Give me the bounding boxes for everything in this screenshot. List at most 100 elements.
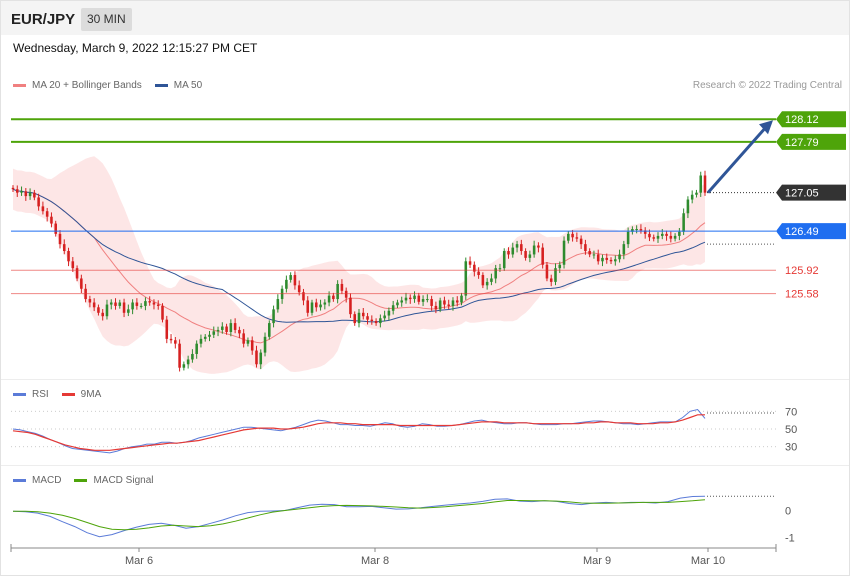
candle-body <box>105 304 109 317</box>
pane-divider <box>1 379 849 380</box>
candle-body <box>315 302 318 308</box>
ma20-swatch <box>13 84 26 87</box>
price-level-label: 127.05 <box>785 188 819 200</box>
candle-body <box>212 331 216 335</box>
candle-body <box>366 316 369 320</box>
price-level-label: 128.12 <box>785 114 819 126</box>
symbol-title: EUR/JPY <box>11 11 76 28</box>
price-level-tag <box>776 111 846 128</box>
candle-body <box>131 302 134 310</box>
candle-body <box>216 329 220 332</box>
macd-signal-legend-label: MACD Signal <box>93 475 154 486</box>
candle-body <box>199 338 203 344</box>
candle-body <box>67 251 70 262</box>
rsi-legend-label: RSI <box>32 389 49 400</box>
candle-body <box>455 300 459 303</box>
price-level-tag <box>776 223 846 240</box>
candle-body <box>361 312 365 317</box>
candle-body <box>306 300 310 313</box>
candle-body <box>118 302 122 306</box>
top-bar: EUR/JPY 30 MIN <box>1 1 849 35</box>
candle-body <box>50 216 53 224</box>
candle-body <box>203 336 207 339</box>
candle-body <box>549 278 553 282</box>
candle-body <box>387 310 391 316</box>
candle-body <box>250 340 254 351</box>
candle-body <box>618 254 621 260</box>
price-level-label: 125.58 <box>785 289 819 301</box>
candle-body <box>426 299 429 301</box>
candle-body <box>323 302 327 305</box>
candle-body <box>562 240 566 265</box>
candle-body <box>259 352 263 365</box>
macd-line <box>12 495 706 538</box>
candle-body <box>54 223 57 234</box>
candle-body <box>656 235 660 239</box>
candle-body <box>114 302 117 306</box>
macd-legend-label: MACD <box>32 475 62 486</box>
candle-body <box>477 271 480 276</box>
candle-body <box>396 302 399 306</box>
candle-body <box>507 251 510 255</box>
candle-body <box>584 244 587 252</box>
candle-body <box>622 244 626 255</box>
candle-body <box>626 231 630 245</box>
rsi-swatch <box>13 393 26 396</box>
candle-body <box>225 326 228 333</box>
candle-body <box>485 281 489 286</box>
pane-divider <box>1 465 849 466</box>
candle-body <box>276 299 280 310</box>
candle-body <box>45 211 49 217</box>
candle-body <box>101 312 104 317</box>
candle-body <box>515 244 519 248</box>
candle-body <box>242 333 245 344</box>
candle-body <box>109 302 113 305</box>
candle-body <box>695 192 698 195</box>
candle-body <box>451 300 455 306</box>
candle-body <box>88 299 92 303</box>
rsi-tick-label: 30 <box>785 442 797 454</box>
projection-arrow-head <box>759 120 773 135</box>
candle-body <box>447 304 450 306</box>
candle-body <box>374 321 378 324</box>
candle-body <box>648 233 651 238</box>
candle-body <box>545 264 549 279</box>
timeframe-badge[interactable]: 30 MIN <box>81 8 132 31</box>
candle-body <box>473 264 476 272</box>
candle-body <box>148 301 151 303</box>
candle-body <box>588 251 591 255</box>
x-tick-label: Mar 10 <box>691 555 725 567</box>
candle-body <box>340 283 344 291</box>
candle-body <box>174 340 177 344</box>
candle-body <box>669 235 673 239</box>
candle-body <box>635 229 638 231</box>
candle-body <box>464 261 468 296</box>
candle-body <box>353 314 357 324</box>
candle-body <box>238 329 241 334</box>
candle-body <box>605 257 609 260</box>
main-legend: MA 20 + Bollinger Bands MA 50 <box>13 80 215 91</box>
candle-body <box>494 268 497 279</box>
candle-body <box>631 229 634 232</box>
candle-body <box>186 359 190 365</box>
candle-body <box>37 197 40 207</box>
macd-signal-line <box>13 499 706 531</box>
candle-body <box>221 326 224 330</box>
candle-body <box>370 319 374 322</box>
x-tick-label: Mar 8 <box>361 555 389 567</box>
candle-body <box>417 295 421 302</box>
candle-body <box>673 235 677 239</box>
candle-body <box>652 237 656 239</box>
candle-body <box>58 233 62 245</box>
candle-body <box>195 343 198 354</box>
candle-body <box>383 315 386 319</box>
candle-body <box>229 323 233 333</box>
candle-body <box>289 275 292 280</box>
candle-body <box>75 268 79 279</box>
bollinger-band <box>13 156 705 374</box>
candle-body <box>336 283 339 300</box>
rsi-tick-label: 50 <box>785 424 797 436</box>
candle-body <box>62 244 66 252</box>
candle-body <box>24 191 28 197</box>
candle-body <box>511 247 515 255</box>
